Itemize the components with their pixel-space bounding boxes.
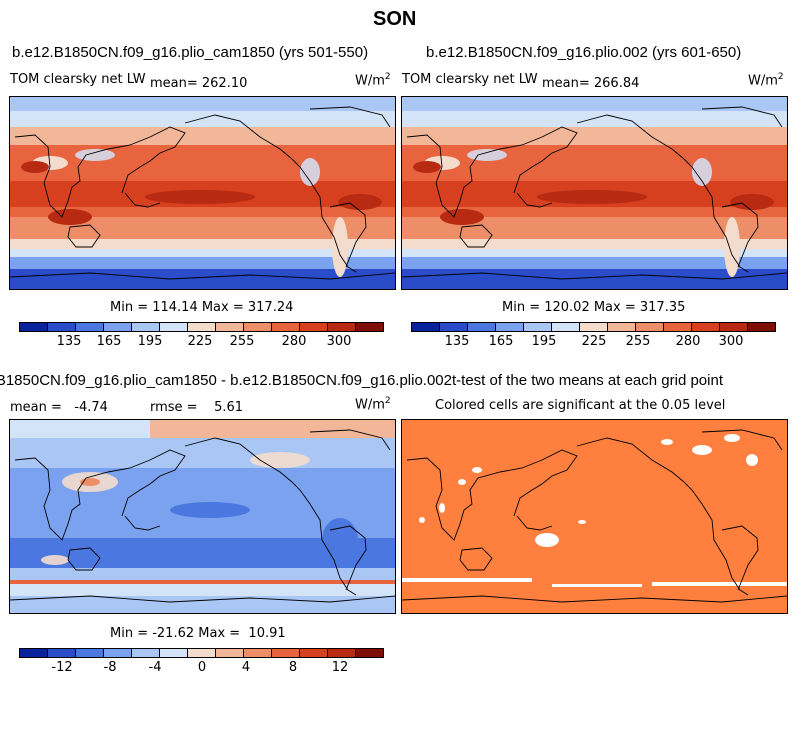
panel1-case-title: b.e12.B1850CN.f09_g16.plio_cam1850 (yrs …: [12, 44, 369, 61]
panel3-map: [9, 419, 396, 614]
panel1-variable: TOM clearsky net LW: [10, 72, 146, 87]
panel4-title: t-test of the two means at each grid poi…: [452, 372, 723, 389]
panel1-mean: mean= 262.10: [150, 76, 248, 91]
colorbar-label: 165: [488, 334, 514, 349]
panel1-units: W/m2: [355, 72, 391, 88]
panel1-colorbar: [19, 322, 384, 332]
colorbar-swatch: [160, 323, 188, 331]
colorbar-swatch: [76, 649, 104, 657]
colorbar-swatch: [272, 323, 300, 331]
colorbar-label: 195: [137, 334, 163, 349]
colorbar-label: -4: [148, 660, 162, 675]
colorbar-swatch: [356, 649, 383, 657]
colorbar-label: -8: [103, 660, 117, 675]
panel3-case-title: b.e12.B1850CN.f09_g16.plio_cam1850 - b.e…: [0, 372, 452, 389]
colorbar-label: 280: [281, 334, 307, 349]
panel2-minmax: Min = 120.02 Max = 317.35: [502, 300, 686, 315]
panel3-minmax: Min = -21.62 Max = 10.91: [110, 626, 286, 641]
colorbar-swatch: [440, 323, 468, 331]
colorbar-swatch: [160, 649, 188, 657]
colorbar-swatch: [244, 649, 272, 657]
colorbar-swatch: [720, 323, 748, 331]
colorbar-swatch: [20, 323, 48, 331]
panel2-units-base: W/m: [748, 73, 778, 89]
colorbar-label: 255: [625, 334, 651, 349]
panel2-colorbar: [411, 322, 776, 332]
colorbar-swatch: [132, 649, 160, 657]
colorbar-label: 12: [331, 660, 349, 675]
colorbar-swatch: [636, 323, 664, 331]
panel1-units-exp: 2: [384, 72, 391, 82]
colorbar-swatch: [412, 323, 440, 331]
colorbar-swatch: [132, 323, 160, 331]
colorbar-swatch: [328, 323, 356, 331]
panel3-units-exp: 2: [384, 396, 391, 406]
panel3-rmse: rmse = 5.61: [150, 400, 244, 415]
panel2-variable: TOM clearsky net LW: [402, 72, 538, 87]
colorbar-swatch: [468, 323, 496, 331]
colorbar-swatch: [20, 649, 48, 657]
colorbar-label: 8: [288, 660, 298, 675]
colorbar-swatch: [692, 323, 720, 331]
colorbar-swatch: [188, 323, 216, 331]
colorbar-label: 300: [326, 334, 352, 349]
colorbar-swatch: [104, 649, 132, 657]
panel3-case-title-text: b.e12.B1850CN.f09_g16.plio_cam1850 - b.e…: [0, 372, 452, 389]
colorbar-swatch: [76, 323, 104, 331]
colorbar-swatch: [188, 649, 216, 657]
colorbar-swatch: [244, 323, 272, 331]
colorbar-swatch: [552, 323, 580, 331]
colorbar-swatch: [48, 323, 76, 331]
panel2-case-title: b.e12.B1850CN.f09_g16.plio.002 (yrs 601-…: [426, 44, 742, 61]
colorbar-label: -12: [51, 660, 73, 675]
panel2-units-exp: 2: [777, 72, 784, 82]
panel3-units: W/m2: [355, 396, 391, 412]
colorbar-swatch: [216, 323, 244, 331]
colorbar-swatch: [748, 323, 775, 331]
colorbar-swatch: [104, 323, 132, 331]
colorbar-label: 195: [531, 334, 557, 349]
panel2-units: W/m2: [748, 72, 784, 88]
colorbar-swatch: [328, 649, 356, 657]
colorbar-swatch: [48, 649, 76, 657]
colorbar-label: 255: [229, 334, 255, 349]
colorbar-swatch: [300, 649, 328, 657]
panel3-units-base: W/m: [355, 397, 385, 413]
panel1-minmax: Min = 114.14 Max = 317.24: [110, 300, 294, 315]
colorbar-label: 165: [96, 334, 122, 349]
figure-title: SON: [373, 8, 417, 30]
panel4-map: [401, 419, 788, 614]
colorbar-label: 225: [187, 334, 213, 349]
panel2-mean: mean= 266.84: [542, 76, 640, 91]
colorbar-swatch: [524, 323, 552, 331]
colorbar-label: 0: [197, 660, 207, 675]
panel1-units-base: W/m: [355, 73, 385, 89]
panel3-mean: mean = -4.74: [10, 400, 108, 415]
colorbar-label: 280: [675, 334, 701, 349]
panel1-map: [9, 96, 396, 290]
colorbar-swatch: [496, 323, 524, 331]
colorbar-label: 135: [444, 334, 470, 349]
colorbar-swatch: [580, 323, 608, 331]
panel3-colorbar: [19, 648, 384, 658]
colorbar-label: 135: [56, 334, 82, 349]
panel4-subtitle: Colored cells are significant at the 0.0…: [435, 398, 726, 413]
colorbar-swatch: [608, 323, 636, 331]
colorbar-label: 300: [718, 334, 744, 349]
colorbar-swatch: [664, 323, 692, 331]
colorbar-label: 225: [581, 334, 607, 349]
colorbar-swatch: [356, 323, 383, 331]
colorbar-swatch: [216, 649, 244, 657]
colorbar-swatch: [300, 323, 328, 331]
panel2-map: [401, 96, 788, 290]
colorbar-swatch: [272, 649, 300, 657]
colorbar-label: 4: [241, 660, 251, 675]
